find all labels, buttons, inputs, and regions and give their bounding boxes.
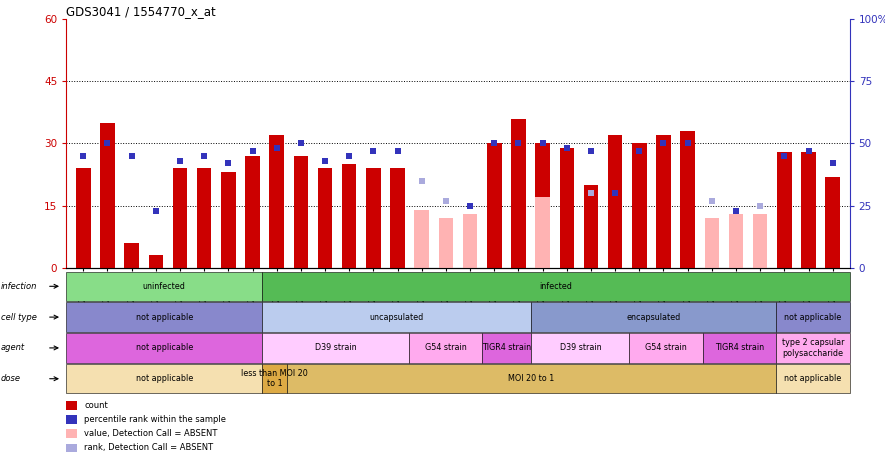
- Bar: [681, 131, 695, 268]
- Text: agent: agent: [1, 344, 25, 352]
- Bar: [728, 214, 743, 268]
- Text: cell type: cell type: [1, 313, 37, 321]
- Bar: [439, 218, 453, 268]
- Text: uninfected: uninfected: [142, 282, 186, 291]
- Text: D39 strain: D39 strain: [315, 344, 357, 352]
- Bar: [245, 156, 260, 268]
- Bar: [149, 255, 163, 268]
- Bar: [535, 144, 550, 268]
- Text: infection: infection: [1, 282, 37, 291]
- Text: MOI 20 to 1: MOI 20 to 1: [508, 374, 555, 383]
- Bar: [463, 214, 477, 268]
- Bar: [366, 168, 381, 268]
- Text: percentile rank within the sample: percentile rank within the sample: [84, 415, 226, 424]
- Bar: [512, 118, 526, 268]
- Text: TIGR4 strain: TIGR4 strain: [482, 344, 532, 352]
- Bar: [753, 214, 767, 268]
- Text: not applicable: not applicable: [135, 374, 193, 383]
- Bar: [197, 168, 212, 268]
- Bar: [269, 135, 284, 268]
- Text: not applicable: not applicable: [135, 344, 193, 352]
- Bar: [125, 243, 139, 268]
- Bar: [390, 168, 404, 268]
- Bar: [632, 144, 647, 268]
- Text: not applicable: not applicable: [784, 374, 842, 383]
- Bar: [535, 197, 550, 268]
- Text: encapsulated: encapsulated: [627, 313, 681, 321]
- Bar: [221, 173, 235, 268]
- Bar: [173, 168, 188, 268]
- Bar: [414, 210, 429, 268]
- Bar: [826, 177, 840, 268]
- Text: infected: infected: [540, 282, 573, 291]
- Text: uncapsulated: uncapsulated: [370, 313, 424, 321]
- Text: not applicable: not applicable: [135, 313, 193, 321]
- Bar: [584, 185, 598, 268]
- Text: TIGR4 strain: TIGR4 strain: [715, 344, 764, 352]
- Text: not applicable: not applicable: [784, 313, 842, 321]
- Bar: [100, 123, 115, 268]
- Bar: [318, 168, 332, 268]
- Bar: [656, 135, 671, 268]
- Bar: [76, 168, 90, 268]
- Text: G54 strain: G54 strain: [425, 344, 466, 352]
- Text: count: count: [84, 401, 108, 410]
- Bar: [294, 156, 308, 268]
- Text: less than MOI 20
to 1: less than MOI 20 to 1: [241, 369, 308, 388]
- Bar: [801, 152, 816, 268]
- Text: value, Detection Call = ABSENT: value, Detection Call = ABSENT: [84, 429, 218, 438]
- Bar: [559, 147, 574, 268]
- Text: dose: dose: [1, 374, 21, 383]
- Bar: [777, 152, 791, 268]
- Bar: [608, 135, 622, 268]
- Bar: [342, 164, 357, 268]
- Bar: [704, 218, 720, 268]
- Text: D39 strain: D39 strain: [559, 344, 601, 352]
- Text: G54 strain: G54 strain: [645, 344, 687, 352]
- Text: GDS3041 / 1554770_x_at: GDS3041 / 1554770_x_at: [66, 5, 216, 18]
- Text: type 2 capsular
polysaccharide: type 2 capsular polysaccharide: [781, 338, 844, 357]
- Text: rank, Detection Call = ABSENT: rank, Detection Call = ABSENT: [84, 444, 213, 452]
- Bar: [487, 144, 502, 268]
